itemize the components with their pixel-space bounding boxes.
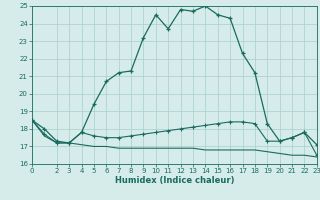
X-axis label: Humidex (Indice chaleur): Humidex (Indice chaleur) (115, 176, 234, 185)
